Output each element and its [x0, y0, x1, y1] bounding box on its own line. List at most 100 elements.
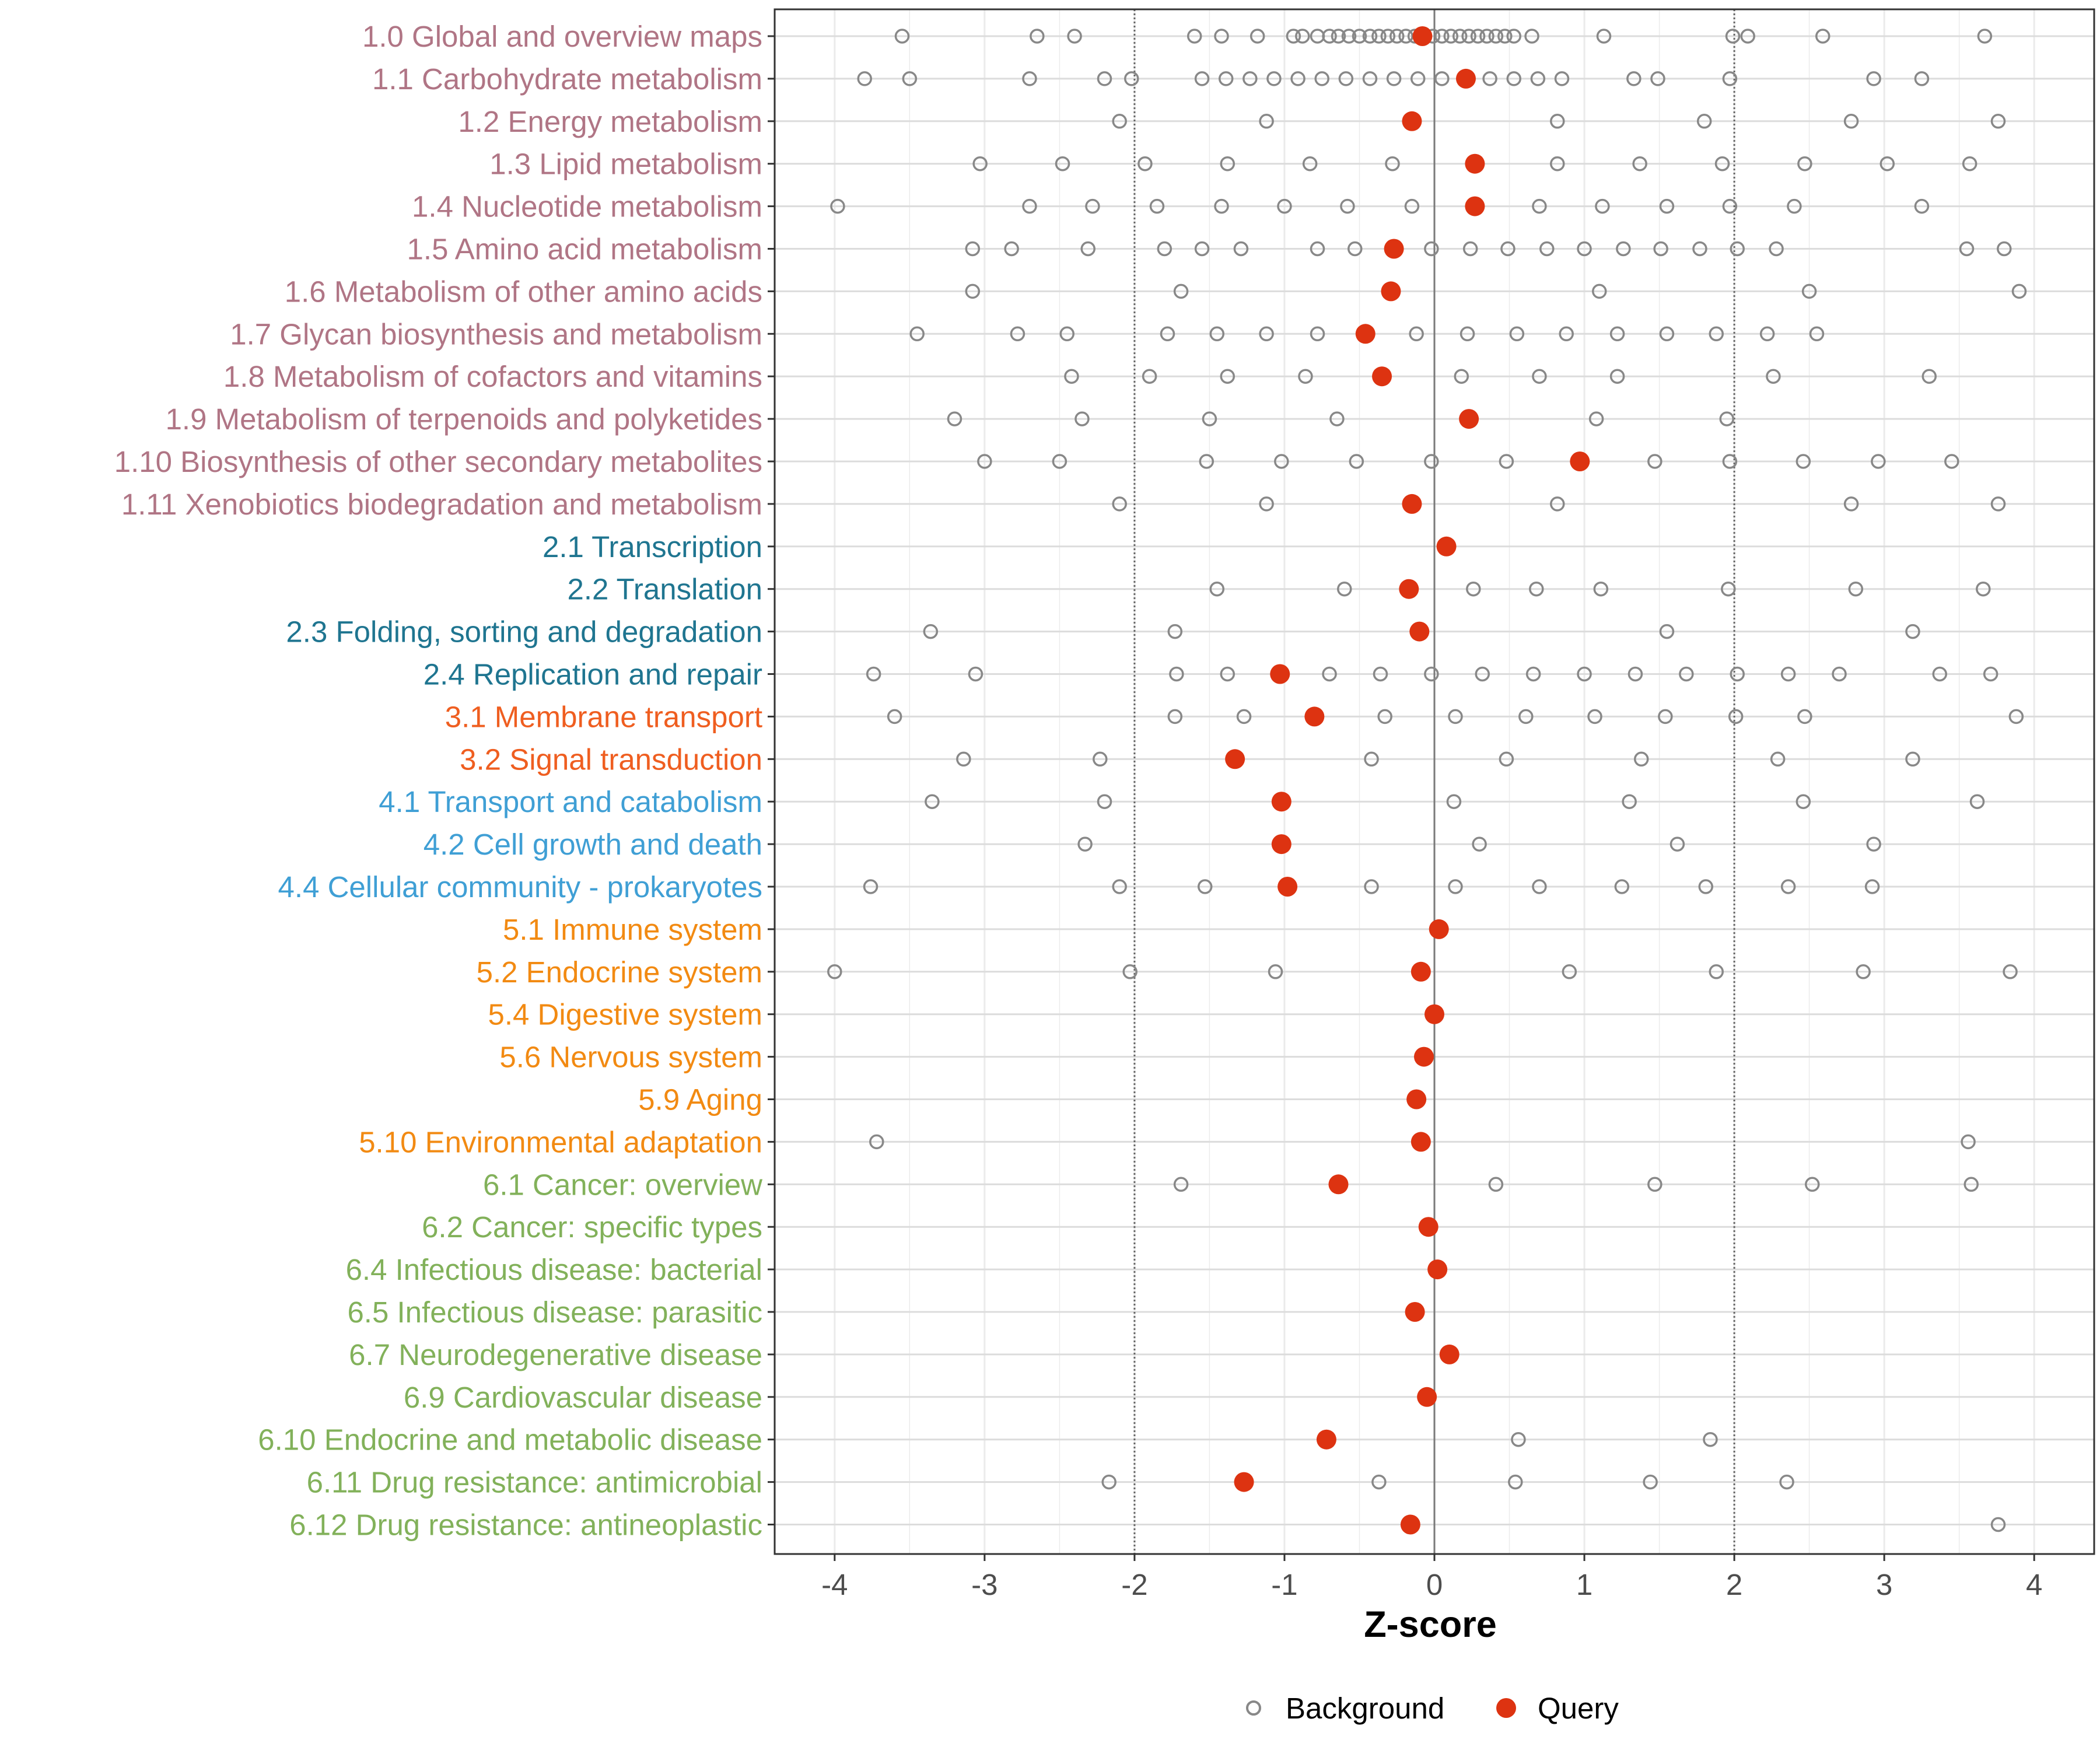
background-point [1932, 666, 1947, 682]
background-point [947, 411, 963, 426]
background-point [1832, 666, 1847, 682]
background-point [1295, 29, 1310, 44]
background-point [1233, 241, 1249, 257]
background-point [1609, 369, 1625, 384]
background-point [1340, 198, 1355, 214]
background-point [1259, 496, 1274, 512]
background-point [1797, 156, 1812, 172]
background-point [1385, 156, 1400, 172]
x-tick-label: -1 [1271, 1568, 1297, 1601]
background-point [1596, 29, 1612, 44]
category-label: 1.2 Energy metabolism [458, 105, 762, 138]
background-point [1470, 29, 1486, 44]
query-point [1400, 1514, 1420, 1535]
query-point [1409, 621, 1430, 642]
background-point [965, 284, 981, 299]
background-point [1322, 29, 1337, 44]
background-point [1124, 71, 1139, 86]
query-point [1225, 749, 1245, 769]
background-point [1595, 198, 1610, 214]
background-point [1482, 71, 1497, 86]
background-point [1532, 879, 1547, 894]
background-point [2008, 709, 2024, 724]
background-point [1990, 114, 2006, 129]
category-label: 4.4 Cellular community - prokaryotes [278, 870, 762, 904]
background-point [1647, 454, 1662, 469]
query-point [1465, 196, 1485, 216]
category-label: 5.1 Immune system [503, 913, 762, 946]
background-point [1990, 1517, 2006, 1532]
query-point [1355, 324, 1376, 344]
background-point [830, 198, 845, 214]
background-point [1722, 454, 1738, 469]
background-point [1990, 496, 2006, 512]
background-point [1460, 326, 1475, 342]
background-point [1632, 156, 1647, 172]
background-point [1628, 666, 1643, 682]
background-point [1349, 454, 1364, 469]
background-point [827, 964, 842, 979]
background-point [1997, 241, 2012, 257]
background-point [1506, 71, 1521, 86]
legend-query-label: Query [1538, 1692, 1619, 1725]
query-point [1459, 409, 1479, 429]
background-point [1446, 794, 1462, 809]
background-point [1944, 454, 1959, 469]
background-point [1157, 241, 1172, 257]
background-point [1186, 29, 1202, 44]
background-point [1371, 29, 1387, 44]
category-label: 6.4 Infectious disease: bacterial [346, 1253, 762, 1286]
background-point [1728, 709, 1744, 724]
background-point [1843, 114, 1859, 129]
background-point [1692, 241, 1707, 257]
query-point [1234, 1472, 1254, 1492]
background-point [1550, 156, 1565, 172]
background-point [1679, 666, 1694, 682]
background-point [1085, 198, 1100, 214]
category-label: 1.3 Lipid metabolism [489, 148, 762, 181]
query-point [1410, 1132, 1431, 1152]
category-label: 4.2 Cell growth and death [424, 828, 762, 861]
background-point [1518, 709, 1534, 724]
category-label: 5.9 Aging [638, 1083, 762, 1116]
y-axis-category-labels: 1.0 Global and overview maps 1.1 Carbohyd… [114, 20, 762, 1542]
background-point [1856, 964, 1871, 979]
background-point [1499, 751, 1514, 767]
query-point [1316, 1429, 1336, 1450]
background-point [1977, 29, 1993, 44]
background-point [1622, 794, 1637, 809]
background-point [1577, 241, 1592, 257]
category-label: 1.4 Nucleotide metabolism [412, 190, 762, 223]
background-point [1242, 71, 1258, 86]
background-point [1167, 709, 1183, 724]
background-point [1647, 1177, 1662, 1192]
query-point [1429, 919, 1449, 939]
background-point [1659, 624, 1675, 639]
background-point [1805, 1177, 1820, 1192]
background-point [1562, 964, 1577, 979]
background-point [1871, 454, 1886, 469]
background-point [1097, 794, 1112, 809]
category-label: 3.1 Membrane transport [445, 700, 762, 733]
background-point [968, 666, 984, 682]
background-point [1511, 1432, 1526, 1447]
background-point [1766, 369, 1781, 384]
x-tick-label: 0 [1426, 1568, 1443, 1601]
query-point [1414, 1046, 1434, 1067]
background-point [1554, 71, 1570, 86]
background-point [1626, 71, 1642, 86]
background-point [1331, 29, 1346, 44]
background-point [1259, 114, 1274, 129]
background-point [1194, 241, 1210, 257]
category-label: 6.12 Drug resistance: antineoplastic [289, 1508, 762, 1542]
x-tick-label: 4 [2026, 1568, 2042, 1601]
category-label: 5.6 Nervous system [499, 1041, 762, 1074]
background-point [1914, 71, 1930, 86]
background-point [1194, 71, 1210, 86]
background-point [965, 241, 981, 257]
background-point [1298, 369, 1313, 384]
background-point [1448, 879, 1463, 894]
background-point [1532, 369, 1547, 384]
query-point [1465, 153, 1485, 174]
background-point [1022, 71, 1037, 86]
